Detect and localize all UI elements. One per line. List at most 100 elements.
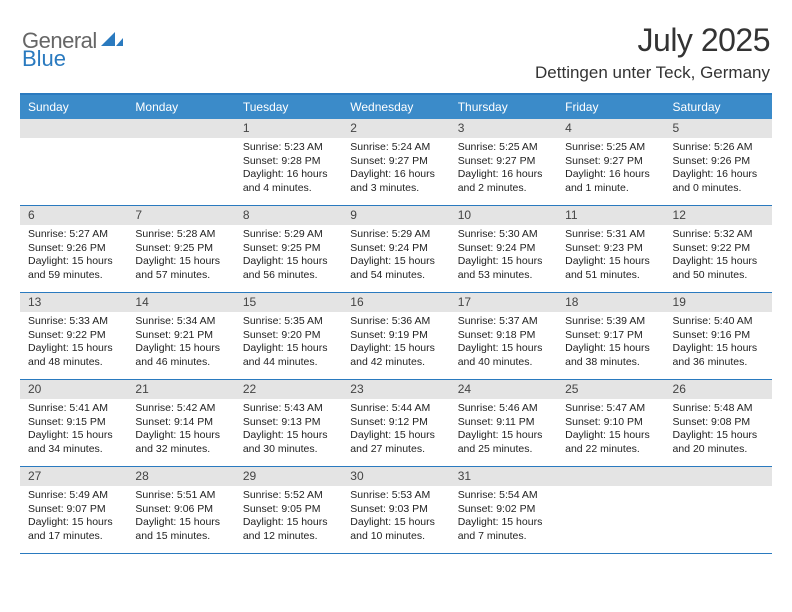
day-daylight2: and 17 minutes.: [28, 530, 123, 543]
weekday-header: Monday: [127, 95, 234, 119]
day-cell: 18Sunrise: 5:39 AMSunset: 9:17 PMDayligh…: [557, 293, 664, 379]
day-sunrise: Sunrise: 5:39 AM: [565, 315, 660, 328]
day-cell: 12Sunrise: 5:32 AMSunset: 9:22 PMDayligh…: [665, 206, 772, 292]
day-daylight2: and 40 minutes.: [458, 356, 553, 369]
day-daylight2: and 20 minutes.: [673, 443, 768, 456]
brand-sail-icon: [101, 30, 123, 53]
day-daylight2: and 42 minutes.: [350, 356, 445, 369]
day-daylight2: and 50 minutes.: [673, 269, 768, 282]
day-details: Sunrise: 5:24 AMSunset: 9:27 PMDaylight:…: [342, 138, 449, 200]
day-daylight1: Daylight: 15 hours: [565, 255, 660, 268]
day-sunrise: Sunrise: 5:32 AM: [673, 228, 768, 241]
day-number: 1: [235, 119, 342, 138]
day-details: Sunrise: 5:48 AMSunset: 9:08 PMDaylight:…: [665, 399, 772, 461]
day-cell: 8Sunrise: 5:29 AMSunset: 9:25 PMDaylight…: [235, 206, 342, 292]
day-sunrise: Sunrise: 5:23 AM: [243, 141, 338, 154]
day-sunset: Sunset: 9:12 PM: [350, 416, 445, 429]
title-block: July 2025 Dettingen unter Teck, Germany: [535, 22, 770, 83]
day-cell: 31Sunrise: 5:54 AMSunset: 9:02 PMDayligh…: [450, 467, 557, 553]
day-daylight2: and 10 minutes.: [350, 530, 445, 543]
calendar-page: General July 2025 Dettingen unter Teck, …: [0, 0, 792, 562]
day-cell: 2Sunrise: 5:24 AMSunset: 9:27 PMDaylight…: [342, 119, 449, 205]
day-daylight1: Daylight: 15 hours: [135, 255, 230, 268]
day-sunset: Sunset: 9:28 PM: [243, 155, 338, 168]
day-sunrise: Sunrise: 5:29 AM: [350, 228, 445, 241]
day-details: Sunrise: 5:28 AMSunset: 9:25 PMDaylight:…: [127, 225, 234, 287]
day-details: Sunrise: 5:41 AMSunset: 9:15 PMDaylight:…: [20, 399, 127, 461]
day-sunset: Sunset: 9:24 PM: [350, 242, 445, 255]
day-sunrise: Sunrise: 5:49 AM: [28, 489, 123, 502]
day-daylight1: Daylight: 15 hours: [565, 429, 660, 442]
day-cell: 26Sunrise: 5:48 AMSunset: 9:08 PMDayligh…: [665, 380, 772, 466]
day-sunrise: Sunrise: 5:34 AM: [135, 315, 230, 328]
day-daylight1: Daylight: 15 hours: [243, 516, 338, 529]
day-cell: 23 Sunrise: 5:44 AMSunset: 9:12 PMDayligh…: [342, 380, 449, 466]
day-sunset: Sunset: 9:25 PM: [135, 242, 230, 255]
day-sunset: Sunset: 9:22 PM: [673, 242, 768, 255]
day-sunset: Sunset: 9:23 PM: [565, 242, 660, 255]
day-sunset: Sunset: 9:27 PM: [565, 155, 660, 168]
day-sunset: Sunset: 9:22 PM: [28, 329, 123, 342]
day-details: Sunrise: 5:34 AMSunset: 9:21 PMDaylight:…: [127, 312, 234, 374]
day-details: Sunrise: 5:27 AMSunset: 9:26 PMDaylight:…: [20, 225, 127, 287]
day-number: 31: [450, 467, 557, 486]
day-number: 7: [127, 206, 234, 225]
day-sunrise: Sunrise: 5:54 AM: [458, 489, 553, 502]
day-number: [557, 467, 664, 486]
weekday-header: Friday: [557, 95, 664, 119]
day-sunrise: Sunrise: 5:53 AM: [350, 489, 445, 502]
day-details: Sunrise: 5:42 AMSunset: 9:14 PMDaylight:…: [127, 399, 234, 461]
day-daylight1: Daylight: 15 hours: [458, 342, 553, 355]
weekday-header: Tuesday: [235, 95, 342, 119]
day-daylight1: Daylight: 15 hours: [28, 255, 123, 268]
day-cell: 3Sunrise: 5:25 AMSunset: 9:27 PMDaylight…: [450, 119, 557, 205]
day-details: Sunrise: 5:49 AMSunset: 9:07 PMDaylight:…: [20, 486, 127, 548]
weeks-container: 1Sunrise: 5:23 AMSunset: 9:28 PMDaylight…: [20, 119, 772, 554]
day-sunrise: Sunrise: 5:29 AM: [243, 228, 338, 241]
day-daylight1: Daylight: 16 hours: [243, 168, 338, 181]
day-daylight1: Daylight: 15 hours: [243, 255, 338, 268]
day-number: [127, 119, 234, 138]
day-daylight1: Daylight: 15 hours: [350, 429, 445, 442]
day-daylight2: and 30 minutes.: [243, 443, 338, 456]
day-daylight2: and 54 minutes.: [350, 269, 445, 282]
day-cell: 27Sunrise: 5:49 AMSunset: 9:07 PMDayligh…: [20, 467, 127, 553]
day-cell: 9Sunrise: 5:29 AMSunset: 9:24 PMDaylight…: [342, 206, 449, 292]
week-row: 13Sunrise: 5:33 AMSunset: 9:22 PMDayligh…: [20, 293, 772, 380]
day-sunrise: Sunrise: 5:42 AM: [135, 402, 230, 415]
day-sunrise: Sunrise: 5:35 AM: [243, 315, 338, 328]
day-number: 17: [450, 293, 557, 312]
day-daylight2: and 12 minutes.: [243, 530, 338, 543]
day-details: Sunrise: 5:25 AMSunset: 9:27 PMDaylight:…: [557, 138, 664, 200]
day-number: 25: [557, 380, 664, 399]
day-cell: 22Sunrise: 5:43 AMSunset: 9:13 PMDayligh…: [235, 380, 342, 466]
day-daylight2: and 4 minutes.: [243, 182, 338, 195]
day-details: Sunrise: 5:37 AMSunset: 9:18 PMDaylight:…: [450, 312, 557, 374]
day-daylight2: and 7 minutes.: [458, 530, 553, 543]
day-cell: 10Sunrise: 5:30 AMSunset: 9:24 PMDayligh…: [450, 206, 557, 292]
day-daylight2: and 22 minutes.: [565, 443, 660, 456]
day-sunrise: Sunrise: 5:44 AM: [350, 402, 445, 415]
day-sunset: Sunset: 9:13 PM: [243, 416, 338, 429]
day-cell: [20, 119, 127, 205]
day-sunset: Sunset: 9:03 PM: [350, 503, 445, 516]
day-sunrise: Sunrise: 5:43 AM: [243, 402, 338, 415]
day-number: 10: [450, 206, 557, 225]
day-details: Sunrise: 5:23 AMSunset: 9:28 PMDaylight:…: [235, 138, 342, 200]
week-row: 27Sunrise: 5:49 AMSunset: 9:07 PMDayligh…: [20, 467, 772, 554]
day-details: Sunrise: 5:25 AMSunset: 9:27 PMDaylight:…: [450, 138, 557, 200]
day-daylight1: Daylight: 16 hours: [350, 168, 445, 181]
day-details: Sunrise: 5:39 AMSunset: 9:17 PMDaylight:…: [557, 312, 664, 374]
day-number: 13: [20, 293, 127, 312]
weekday-header-row: Sunday Monday Tuesday Wednesday Thursday…: [20, 95, 772, 119]
day-sunset: Sunset: 9:14 PM: [135, 416, 230, 429]
day-sunset: Sunset: 9:16 PM: [673, 329, 768, 342]
day-number: 29: [235, 467, 342, 486]
day-sunset: Sunset: 9:26 PM: [673, 155, 768, 168]
day-details: Sunrise: 5:30 AMSunset: 9:24 PMDaylight:…: [450, 225, 557, 287]
day-number: 23: [342, 380, 449, 399]
day-cell: 4Sunrise: 5:25 AMSunset: 9:27 PMDaylight…: [557, 119, 664, 205]
day-daylight1: Daylight: 15 hours: [135, 342, 230, 355]
day-daylight2: and 57 minutes.: [135, 269, 230, 282]
day-number: 3: [450, 119, 557, 138]
